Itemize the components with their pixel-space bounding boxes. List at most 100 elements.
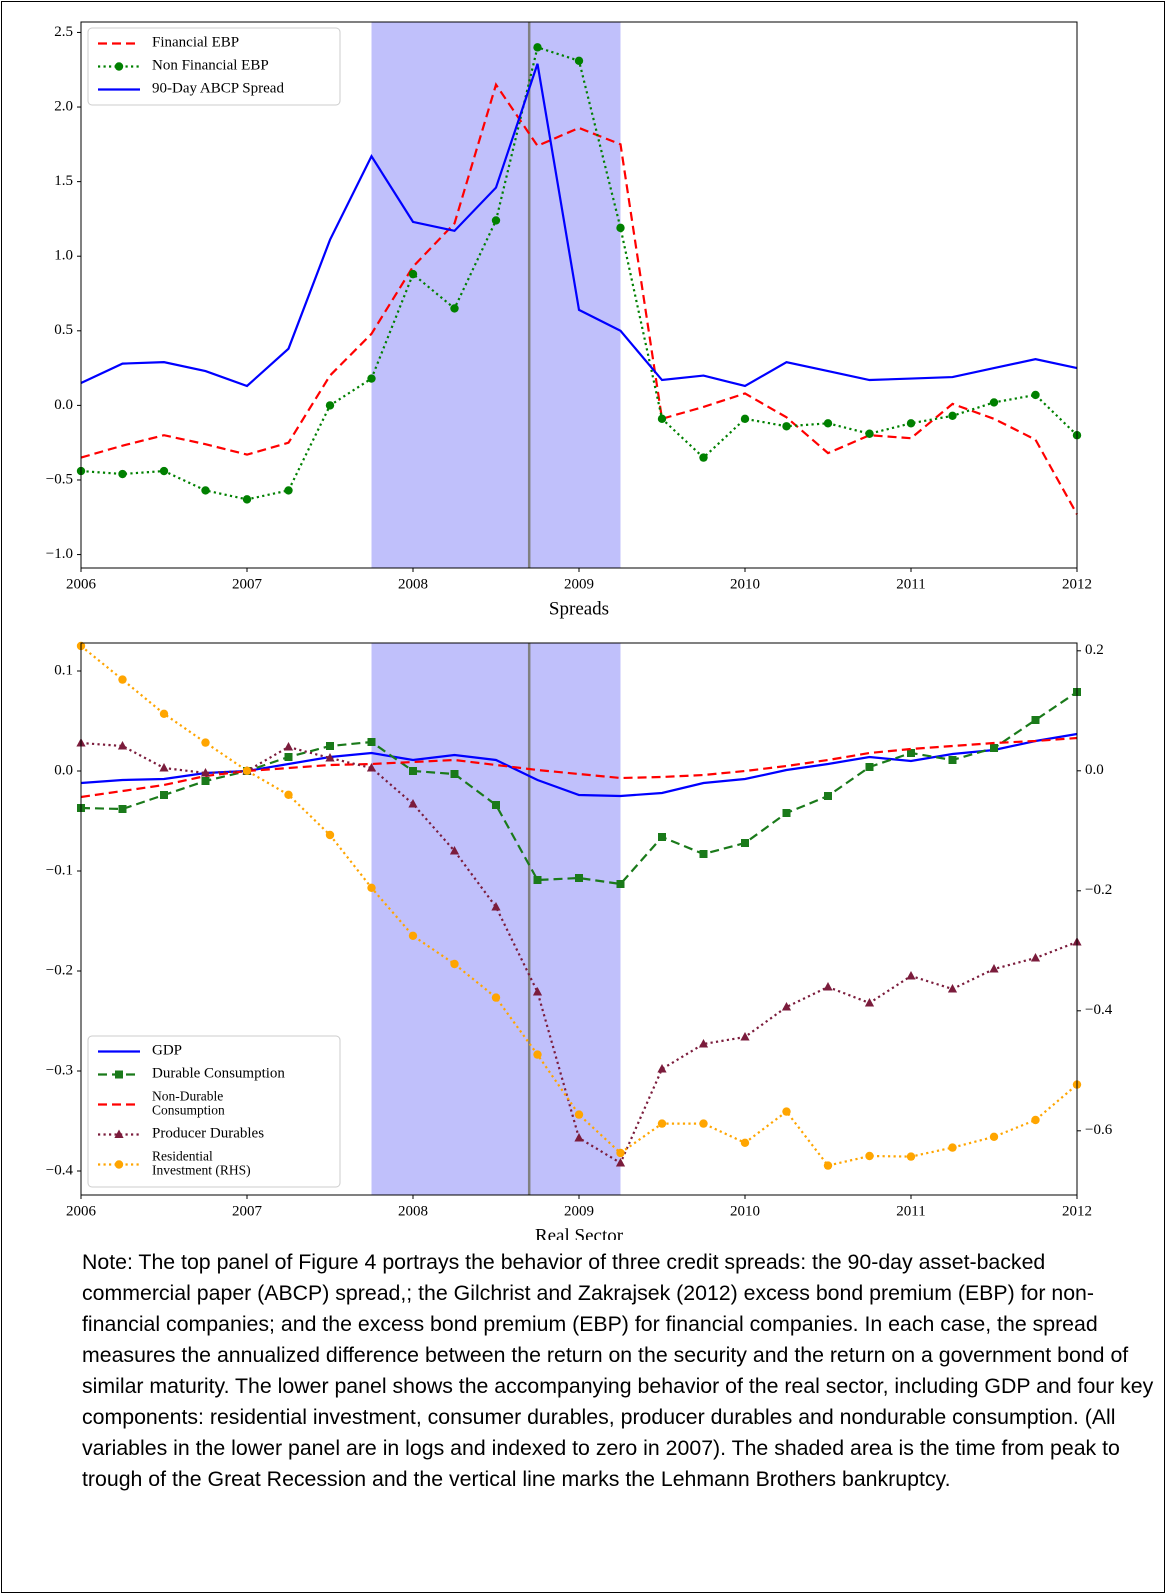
marker [699,850,708,858]
marker [990,744,998,752]
legend-label: GDP [152,1043,182,1059]
marker [325,753,335,762]
marker [367,883,376,892]
marker [616,880,625,888]
marker [823,982,833,991]
legend-label-line: Durable Consumption [152,1066,285,1082]
marker [657,1119,667,1128]
marker [533,876,542,884]
y-tick-label: −1.0 [46,546,73,562]
figure: 2006 2007 2008 2009 2010 2011 2012 −1.0 −0.5 0.0 0… [46,21,1113,1240]
legend-box [87,27,341,106]
marker [740,1032,750,1041]
marker [115,1070,123,1079]
marker [492,801,500,809]
x-tick-label: 2006 [66,1203,97,1219]
marker [906,971,916,980]
marker [741,839,749,847]
series-line [80,82,1078,515]
marker [118,675,127,684]
marker [200,768,211,777]
marker [574,1133,584,1142]
x-tick-label: 2009 [564,576,594,592]
marker [533,43,542,52]
marker [284,753,293,761]
marker [491,993,501,1002]
y-tick-label: 2.5 [54,24,73,40]
y-tick-label: 1.0 [54,248,73,264]
y-tick-label: −0.2 [46,962,73,978]
legend-label-line: Non Financial EBP [152,58,269,74]
legend-label: Residential Investment (RHS) [152,1149,251,1178]
legend-label: Producer Durables [152,1126,264,1142]
marker [906,1152,916,1161]
marker [1031,390,1040,400]
marker [865,763,874,771]
marker [865,429,874,438]
marker [242,495,252,504]
marker [740,1138,750,1148]
legend-label-line: Residential [152,1149,213,1164]
legend-label-line: Non-Durable [152,1089,223,1104]
marker [118,805,127,813]
marker [284,486,293,495]
marker [201,777,210,785]
y-tick-label: 0.0 [54,762,73,778]
marker [1031,1115,1040,1125]
marker [408,931,418,940]
x-axis-label: Spreads [549,598,609,619]
marker [114,1160,124,1169]
marker [491,216,501,225]
series-line [80,63,1078,388]
marker [948,1143,957,1152]
marker [450,959,459,969]
y-tick-label: 2.0 [54,98,73,114]
y2-tick-label: −0.2 [1085,882,1112,898]
y-tick-label: 0.5 [54,322,73,338]
y2-tick-label: 0.0 [1085,762,1104,778]
x-tick-label: 2009 [564,1203,594,1219]
legend-label: 90-Day ABCP Spread [152,81,284,97]
legend-label-line: 90-Day ABCP Spread [152,81,284,97]
marker [699,453,708,462]
recession-shade [371,22,621,568]
marker [325,401,335,410]
y-tick-label: −0.3 [46,1062,73,1078]
marker [449,846,460,855]
marker [532,987,543,996]
y-tick-label: 1.5 [54,173,73,189]
y-tick-label: −0.1 [46,862,73,878]
marker [326,742,334,750]
x-tick-label: 2011 [896,576,925,592]
legend-label-line: Consumption [152,1103,225,1118]
marker [367,374,376,383]
marker [575,874,583,882]
marker [657,414,667,424]
marker [159,709,169,718]
marker [367,738,376,746]
marker [408,269,418,279]
marker [118,469,127,479]
x-tick-label: 2010 [730,1203,760,1219]
marker [864,998,875,1007]
x-tick-label: 2011 [896,1203,925,1219]
marker [782,1107,791,1116]
legend-label: Non Financial EBP [152,58,269,74]
marker [948,756,957,764]
marker [865,1151,874,1161]
x-tick-label: 2008 [398,1203,428,1219]
y2-tick-label: −0.6 [1085,1122,1113,1138]
marker [657,1064,667,1073]
x-tick-label: 2007 [232,576,263,592]
marker [615,1158,626,1167]
x-tick-label: 2006 [66,576,97,592]
marker [574,1110,584,1119]
marker [906,419,916,428]
marker [284,790,293,799]
marker [533,1050,542,1059]
marker [658,833,666,841]
legend-box [87,1035,341,1188]
marker [1030,953,1041,962]
